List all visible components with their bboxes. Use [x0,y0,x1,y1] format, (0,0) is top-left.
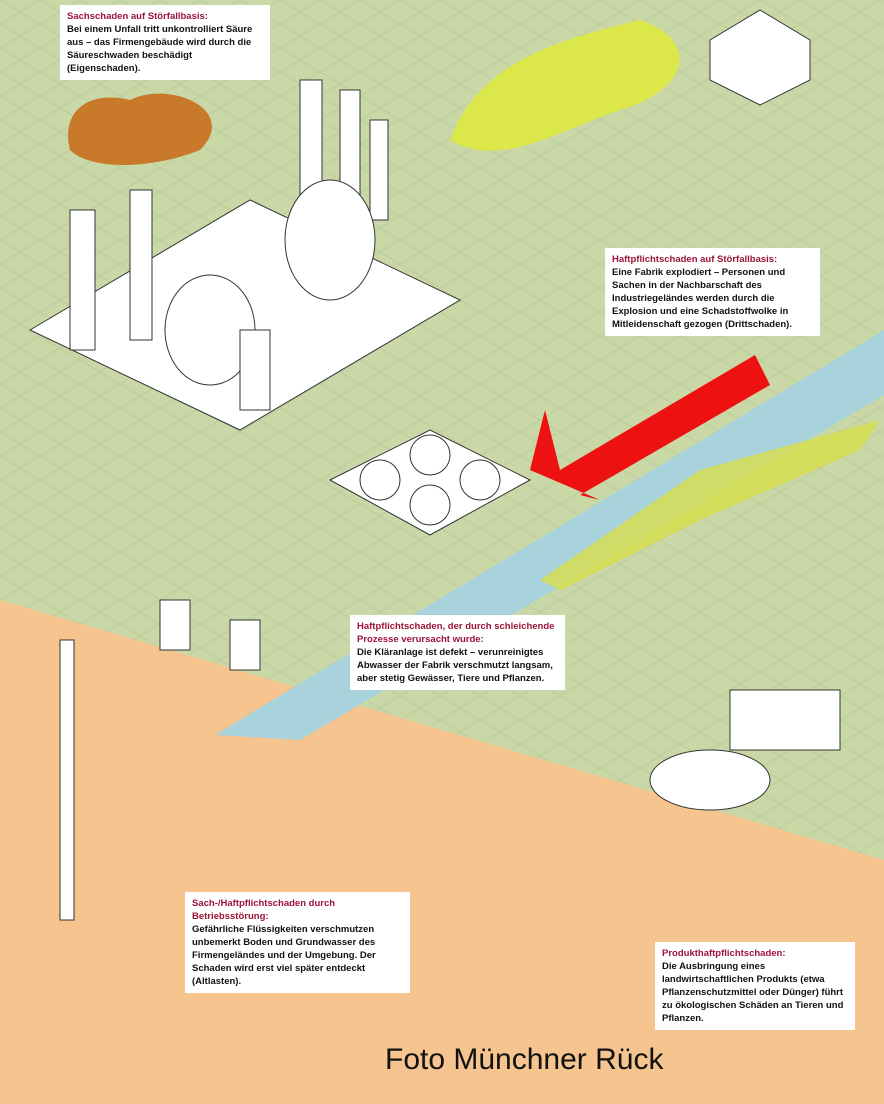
callout: Haftpflichtschaden, der durch schleichen… [350,615,565,690]
callout: Haftpflichtschaden auf Störfallbasis:Ein… [605,248,820,336]
illustration [0,0,884,1104]
photo-credit: Foto Münchner Rück [385,1043,663,1077]
callout: Sachschaden auf Störfallbasis:Bei einem … [60,5,270,80]
callout-title: Produkthaftpflichtschaden: [662,947,848,960]
callout-body: Die Ausbringung eines landwirtschaftlich… [662,960,848,1025]
page: {"callouts":[ {"title":"Sachschaden auf … [0,0,884,1104]
callout-title: Haftpflichtschaden, der durch schleichen… [357,620,558,646]
callout-body: Die Kläranlage ist defekt – verunreinigt… [357,646,558,685]
callout: Produkthaftpflichtschaden:Die Ausbringun… [655,942,855,1030]
callout: Sach-/Haftpflichtschaden durch Betriebss… [185,892,410,993]
callout-title: Sachschaden auf Störfallbasis: [67,10,263,23]
well [60,640,74,920]
callout-body: Gefährliche Flüssigkeiten verschmutzen u… [192,923,403,988]
callout-body: Bei einem Unfall tritt unkontrolliert Sä… [67,23,263,75]
callout-title: Haftpflichtschaden auf Störfallbasis: [612,253,813,266]
callout-title: Sach-/Haftpflichtschaden durch Betriebss… [192,897,403,923]
callout-body: Eine Fabrik explodiert – Personen und Sa… [612,266,813,331]
